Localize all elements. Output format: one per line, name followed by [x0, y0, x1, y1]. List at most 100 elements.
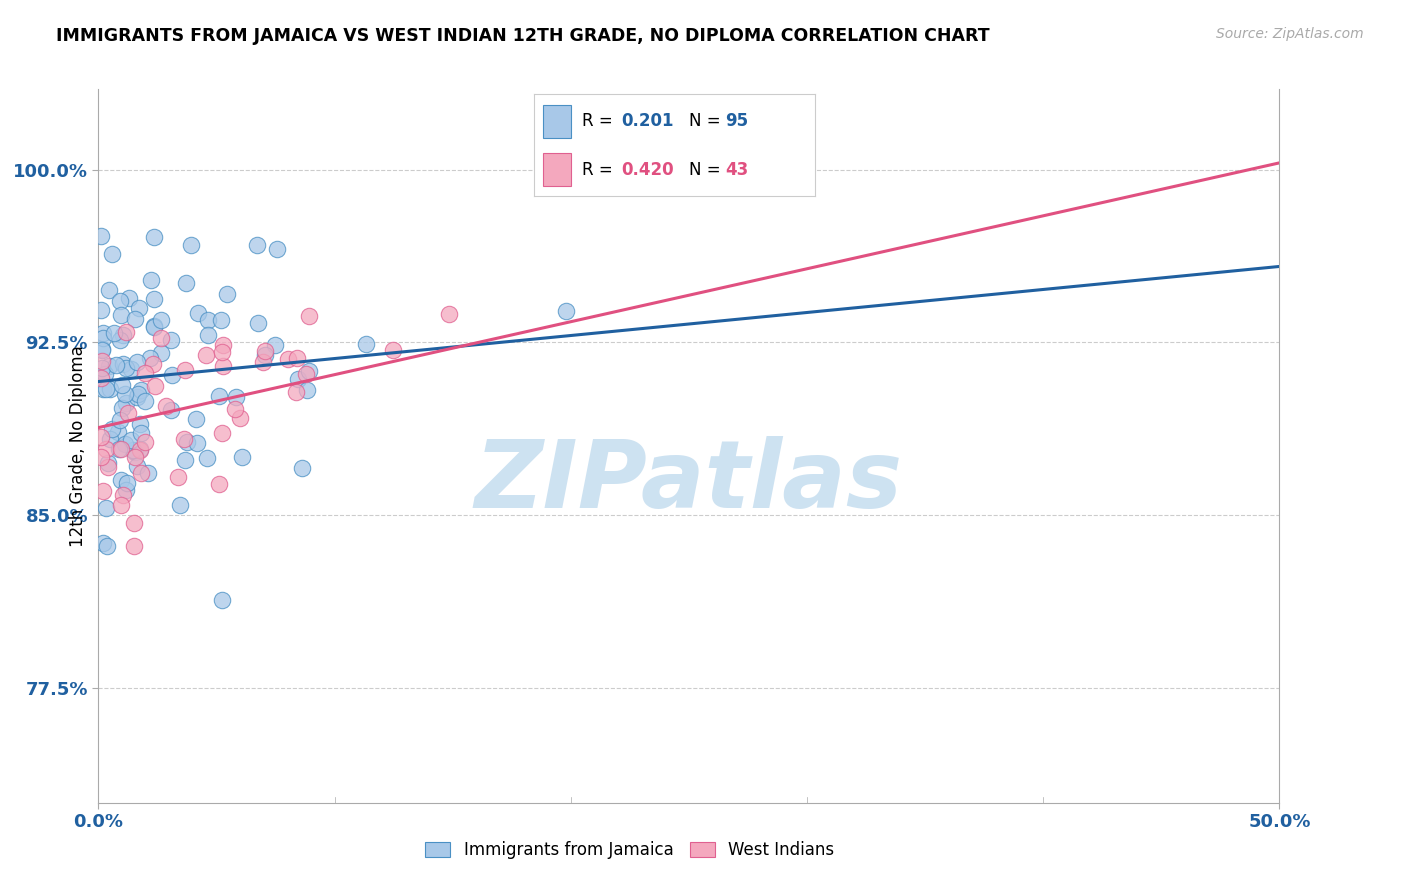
Point	[129, 425, 152, 440]
Point	[91, 326, 114, 340]
Point	[91, 536, 114, 550]
Point	[194, 347, 217, 361]
Point	[211, 344, 233, 359]
Point	[97, 459, 120, 474]
Point	[127, 386, 149, 401]
Point	[160, 333, 183, 347]
Point	[197, 328, 219, 343]
Point	[554, 303, 576, 318]
Point	[138, 351, 160, 365]
Point	[138, 466, 160, 480]
Point	[96, 500, 118, 515]
Point	[90, 430, 112, 444]
Point	[90, 353, 112, 368]
Point	[129, 442, 152, 457]
Point	[254, 344, 277, 359]
Point	[120, 433, 142, 447]
Point	[142, 318, 165, 333]
Point	[101, 246, 124, 260]
Point	[228, 411, 250, 425]
Point	[124, 450, 146, 464]
Point	[111, 488, 134, 502]
Point	[117, 406, 139, 420]
Point	[114, 483, 136, 497]
Point	[122, 442, 145, 457]
Point	[209, 313, 232, 327]
Point	[287, 372, 309, 386]
Point	[108, 413, 131, 427]
Point	[90, 450, 112, 464]
Point	[246, 238, 269, 252]
Text: R =: R =	[582, 161, 619, 178]
Point	[134, 394, 156, 409]
Point	[184, 412, 207, 426]
Point	[277, 352, 299, 367]
Point	[295, 383, 318, 397]
Point	[122, 516, 145, 531]
Point	[134, 434, 156, 449]
Point	[100, 422, 122, 436]
Point	[98, 382, 121, 396]
Point	[90, 371, 112, 385]
Legend: Immigrants from Jamaica, West Indians: Immigrants from Jamaica, West Indians	[419, 835, 841, 866]
Point	[266, 242, 288, 256]
Point	[124, 539, 146, 553]
Point	[437, 307, 460, 321]
Point	[143, 319, 166, 334]
Point	[115, 475, 138, 490]
Point	[215, 287, 238, 301]
Text: 95: 95	[725, 112, 748, 130]
Point	[90, 228, 112, 243]
Point	[187, 306, 209, 320]
Point	[284, 385, 307, 400]
Point	[127, 390, 149, 404]
Point	[115, 361, 138, 376]
Point	[97, 456, 120, 470]
Point	[90, 303, 112, 318]
Text: ZIPatlas: ZIPatlas	[475, 435, 903, 528]
Bar	[543, 105, 571, 137]
Point	[207, 389, 229, 403]
Point	[91, 360, 114, 375]
Point	[180, 238, 202, 252]
Point	[96, 442, 118, 456]
Point	[173, 432, 195, 446]
Point	[211, 425, 233, 440]
Point	[96, 540, 118, 554]
Point	[176, 435, 198, 450]
Point	[252, 354, 274, 368]
Point	[160, 368, 183, 383]
Point	[91, 382, 114, 396]
Point	[111, 401, 134, 416]
Point	[159, 403, 181, 417]
Point	[127, 458, 149, 473]
Point	[208, 477, 231, 491]
Point	[253, 349, 276, 363]
Point	[211, 593, 233, 607]
Text: N =: N =	[689, 112, 725, 130]
Point	[111, 377, 134, 392]
Text: 0.201: 0.201	[621, 112, 673, 130]
Point	[354, 336, 377, 351]
Point	[287, 351, 309, 365]
Point	[91, 331, 114, 345]
Point	[382, 343, 405, 358]
Point	[298, 364, 321, 378]
Point	[103, 326, 125, 340]
Point	[98, 432, 121, 446]
Point	[167, 470, 190, 484]
Point	[91, 342, 114, 356]
Point	[197, 313, 219, 327]
Text: Source: ZipAtlas.com: Source: ZipAtlas.com	[1216, 27, 1364, 41]
Point	[186, 435, 208, 450]
Point	[107, 425, 129, 439]
Text: IMMIGRANTS FROM JAMAICA VS WEST INDIAN 12TH GRADE, NO DIPLOMA CORRELATION CHART: IMMIGRANTS FROM JAMAICA VS WEST INDIAN 1…	[56, 27, 990, 45]
Point	[108, 333, 131, 347]
Point	[124, 445, 146, 459]
Point	[225, 390, 247, 404]
Point	[111, 357, 134, 371]
Point	[110, 308, 132, 322]
Point	[91, 483, 114, 498]
Point	[94, 367, 117, 381]
Point	[129, 383, 152, 397]
